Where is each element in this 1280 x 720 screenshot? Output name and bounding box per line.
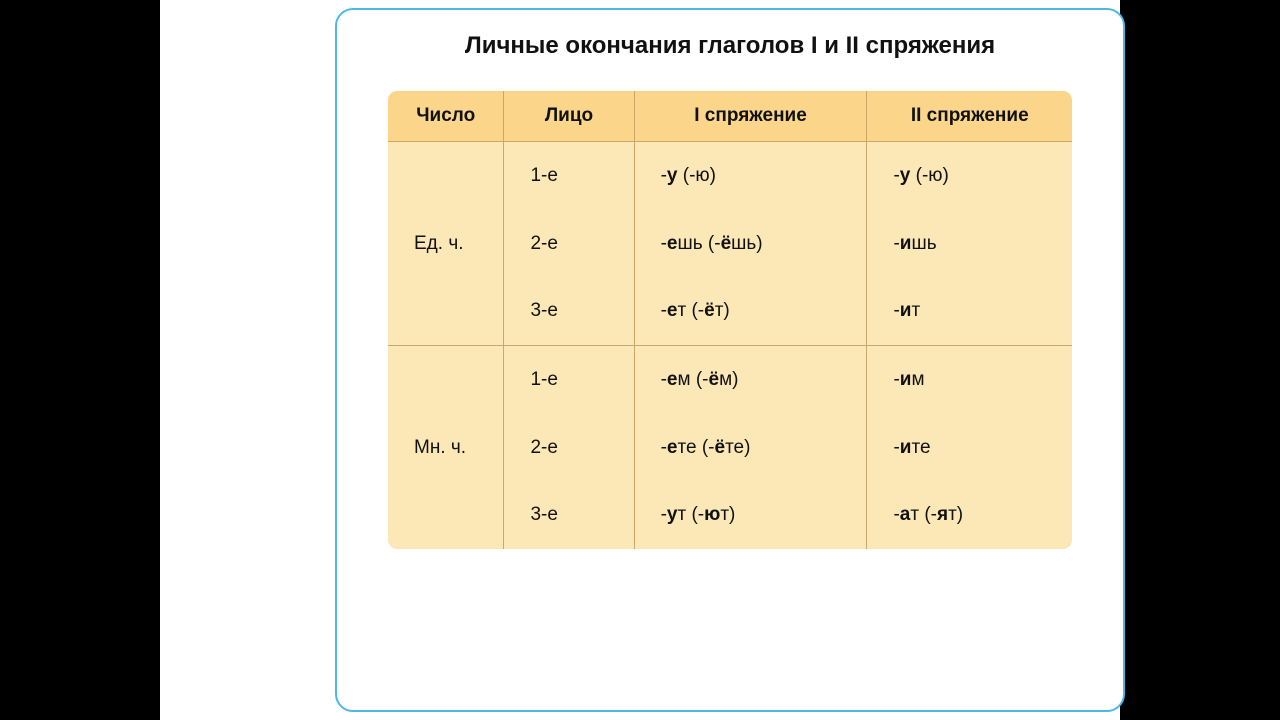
table-row: Мн. ч. 1-е -ем (-ём) -им	[388, 346, 1073, 414]
cell-person: 2-е	[504, 210, 634, 278]
table-header-row: Число Лицо I спряжение II спряжение	[388, 91, 1073, 142]
cell-person: 1-е	[504, 346, 634, 414]
cell-conj2: -ит	[867, 278, 1073, 346]
cell-number: Мн. ч.	[388, 346, 504, 550]
cell-person: 1-е	[504, 142, 634, 210]
content-card: Личные окончания глаголов I и II спряжен…	[335, 8, 1125, 712]
cell-person: 3-е	[504, 278, 634, 346]
conjugation-table: Число Лицо I спряжение II спряжение Ед. …	[387, 90, 1073, 550]
cell-conj2: -ишь	[867, 210, 1073, 278]
cell-conj1: -ут (-ют)	[634, 482, 867, 550]
table-row: Ед. ч. 1-е -у (-ю) -у (-ю)	[388, 142, 1073, 210]
col-header-conj1: I спряжение	[634, 91, 867, 142]
cell-number: Ед. ч.	[388, 142, 504, 346]
cell-conj1: -у (-ю)	[634, 142, 867, 210]
table-body: Ед. ч. 1-е -у (-ю) -у (-ю) 2-е -ешь (-ёш…	[388, 142, 1073, 550]
page-title: Личные окончания глаголов I и II спряжен…	[387, 32, 1073, 60]
cell-conj2: -им	[867, 346, 1073, 414]
col-header-number: Число	[388, 91, 504, 142]
cell-conj1: -ем (-ём)	[634, 346, 867, 414]
slide: Личные окончания глаголов I и II спряжен…	[160, 0, 1120, 720]
cell-conj1: -ешь (-ёшь)	[634, 210, 867, 278]
col-header-conj2: II спряжение	[867, 91, 1073, 142]
col-header-person: Лицо	[504, 91, 634, 142]
cell-conj2: -у (-ю)	[867, 142, 1073, 210]
cell-conj1: -ете (-ёте)	[634, 414, 867, 482]
cell-person: 3-е	[504, 482, 634, 550]
cell-conj2: -ат (-ят)	[867, 482, 1073, 550]
cell-conj1: -ет (-ёт)	[634, 278, 867, 346]
cell-person: 2-е	[504, 414, 634, 482]
cell-conj2: -ите	[867, 414, 1073, 482]
